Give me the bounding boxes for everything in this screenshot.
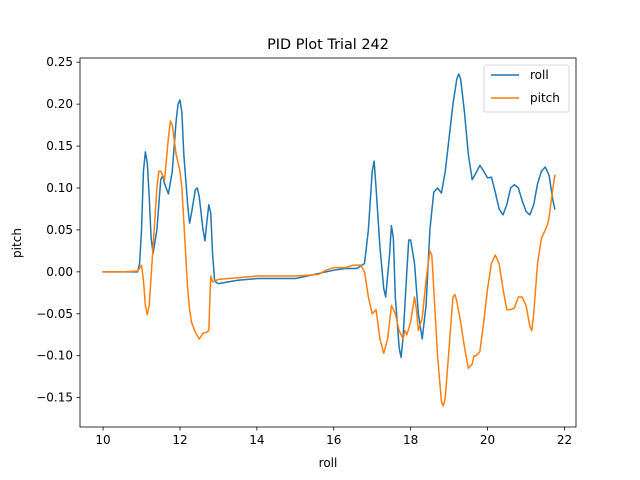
series-line-pitch (102, 120, 556, 407)
y-tick-label: 0.20 (46, 97, 73, 111)
y-tick-label: −0.15 (36, 391, 73, 405)
series-line-roll (102, 73, 556, 359)
x-tick-label: 22 (557, 433, 572, 447)
x-tick-label: 20 (480, 433, 495, 447)
chart-title: PID Plot Trial 242 (267, 37, 389, 53)
y-tick-label: 0.10 (46, 181, 73, 195)
y-axis: −0.15 −0.10 −0.05 0.00 0.05 0.10 0.15 0.20 0.25 (36, 55, 80, 405)
legend: roll pitch (483, 64, 570, 113)
x-tick-label: 14 (249, 433, 264, 447)
x-tick-label: 10 (95, 433, 110, 447)
x-tick-label: 12 (172, 433, 187, 447)
x-axis: 10 12 14 16 18 20 22 (95, 427, 572, 447)
plot-area (79, 57, 577, 428)
series-layer (102, 73, 556, 407)
y-tick-label: 0.15 (46, 139, 73, 153)
y-tick-label: −0.10 (36, 349, 73, 363)
legend-box (483, 64, 570, 113)
y-tick-label: −0.05 (36, 307, 73, 321)
x-tick-label: 16 (326, 433, 341, 447)
y-tick-label: 0.25 (46, 55, 73, 69)
y-tick-label: 0.00 (46, 265, 73, 279)
legend-label-roll: roll (530, 68, 549, 82)
plot-frame (79, 57, 577, 428)
legend-label-pitch: pitch (530, 91, 560, 105)
x-tick-label: 18 (403, 433, 418, 447)
y-axis-label: pitch (10, 228, 24, 258)
y-tick-label: 0.05 (46, 223, 73, 237)
x-axis-label: roll (319, 456, 338, 470)
